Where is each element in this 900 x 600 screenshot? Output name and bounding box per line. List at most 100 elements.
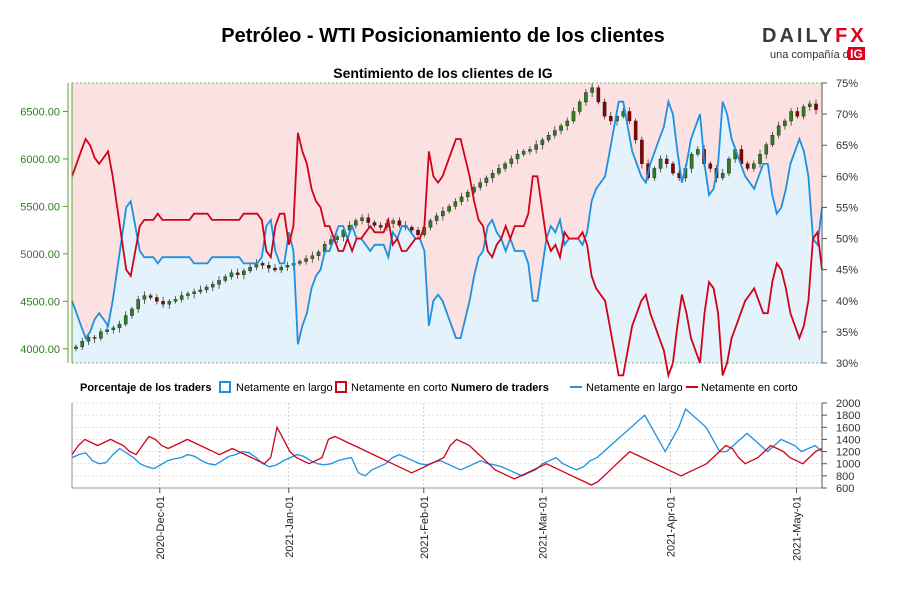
brand-name: DAILYFX [762, 25, 867, 47]
count-tick-label: 1600 [836, 422, 860, 434]
candle-body [497, 168, 501, 174]
candle-body [596, 87, 601, 103]
count-tick-label: 1000 [836, 459, 860, 471]
percent-tick-label: 55% [836, 202, 858, 214]
candle-body [664, 158, 669, 164]
candle-body [801, 106, 806, 117]
candle-body [99, 331, 103, 339]
candle-body [490, 172, 495, 179]
price-tick-label: 4000.00 [20, 344, 60, 356]
count-chart-grid [72, 402, 822, 489]
candle-body [652, 168, 657, 179]
candle-body [416, 229, 420, 236]
candle-body [217, 280, 221, 285]
date-tick-label: 2021-Apr-01 [666, 496, 678, 557]
candle-body [229, 272, 234, 277]
count-tick-label: 1200 [836, 447, 860, 459]
candle-body [789, 111, 793, 122]
long-percent-line [71, 98, 823, 345]
candle-body [627, 111, 632, 122]
legend-long-swatch [219, 381, 231, 393]
candle-body [528, 149, 532, 152]
price-tick-label: 6500.00 [20, 106, 60, 118]
candle-body [192, 291, 196, 294]
count-tick-label: 800 [836, 471, 854, 483]
candle-body [285, 265, 290, 268]
candle-body [602, 101, 607, 117]
legend: Porcentaje de los traders Netamente en l… [80, 381, 798, 394]
percent-tick-label: 75% [836, 78, 858, 90]
ig-badge-text: IG [850, 47, 863, 61]
candle-body [565, 120, 570, 126]
brand-name-part-daily: DAILY [762, 25, 835, 47]
candle-body [155, 297, 159, 302]
candle-body [92, 337, 97, 339]
percent-tick-label: 45% [836, 265, 858, 277]
count-lines [71, 407, 823, 486]
count-long-line [71, 407, 823, 477]
candle-body [105, 329, 109, 332]
percent-tick-label: 30% [836, 358, 858, 370]
candle-body [783, 120, 787, 126]
legend-count-title: Numero de traders [451, 382, 549, 394]
candle-body [534, 144, 538, 150]
count-tick-label: 600 [836, 483, 854, 495]
candle-body [814, 103, 818, 110]
percent-tick-label: 35% [836, 327, 858, 339]
brand-logo: DAILYFX una compañía de IG [762, 25, 867, 61]
candle-body [752, 163, 756, 169]
candle-body [540, 139, 545, 145]
page-title: Petróleo - WTI Posicionamiento de los cl… [221, 25, 664, 47]
count-tick-label: 1800 [836, 410, 860, 422]
candle-body [434, 215, 439, 221]
candle-body [211, 284, 215, 288]
candle-body [409, 227, 414, 231]
candle-body [807, 103, 812, 107]
legend-short-swatch [335, 381, 347, 393]
candle-body [123, 315, 128, 325]
candle-body [689, 153, 694, 169]
long-short-areas [72, 83, 822, 363]
candle-body [117, 323, 122, 329]
candle-body [795, 111, 800, 117]
candle-body [142, 295, 147, 300]
candle-body [186, 293, 190, 296]
legend-long-label: Netamente en largo [236, 382, 333, 394]
sentiment-lines [71, 98, 823, 379]
candle-body [198, 289, 203, 293]
date-axis: 2020-Dec-01 2021-Jan-01 2021-Feb-01 2021-Ma… [155, 488, 804, 561]
candle-body [372, 222, 377, 226]
date-tick-label: 2021-Jan-01 [284, 496, 296, 558]
candle-body [770, 135, 775, 145]
percent-tick-label: 60% [836, 171, 858, 183]
candle-body [354, 220, 358, 226]
candle-body [130, 308, 134, 316]
legend-short-label: Netamente en corto [351, 382, 448, 394]
legend-count-short-label: Netamente en corto [701, 382, 798, 394]
candle-body [235, 272, 240, 275]
percent-tick-label: 40% [836, 296, 858, 308]
date-tick-label: 2021-Mar-01 [537, 496, 549, 559]
candle-body [80, 340, 85, 348]
candle-body [428, 220, 433, 228]
candle-body [366, 217, 371, 223]
candle-body [590, 87, 594, 93]
candle-body [273, 267, 277, 271]
percent-tick-label: 70% [836, 109, 858, 121]
candle-body [478, 182, 483, 188]
candle-body [74, 346, 78, 349]
price-tick-label: 4500.00 [20, 296, 60, 308]
candle-body [391, 220, 395, 224]
candle-body [553, 130, 557, 136]
candle-body [335, 236, 339, 240]
candle-body [397, 220, 402, 226]
candle-body [727, 158, 731, 174]
candle-body [266, 265, 271, 269]
price-tick-label: 5000.00 [20, 249, 60, 261]
short-percent-line [71, 132, 823, 379]
candle-body [279, 266, 284, 271]
candle-body [310, 255, 315, 259]
candle-body [148, 295, 153, 298]
